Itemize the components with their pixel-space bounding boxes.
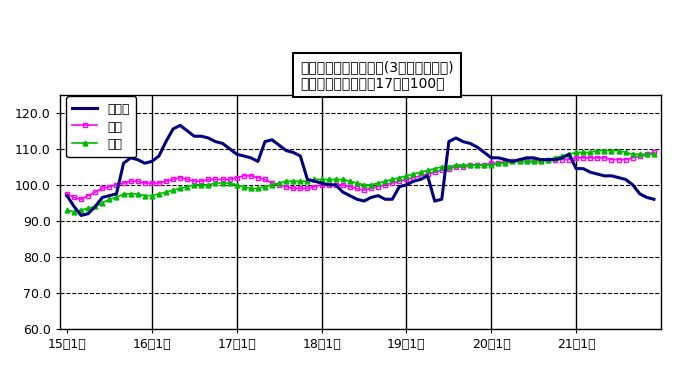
鳥取県 — [367, 195, 375, 199]
鳥取県 — [77, 213, 85, 218]
中国 — [105, 184, 114, 189]
鳥取県 — [551, 157, 559, 162]
全国 — [332, 177, 340, 182]
全国 — [70, 210, 78, 214]
全国 — [360, 183, 368, 187]
中国 — [63, 192, 71, 196]
中国 — [650, 150, 658, 154]
Legend: 鳥取県, 中国, 全国: 鳥取県, 中国, 全国 — [66, 96, 136, 157]
中国 — [77, 197, 85, 201]
全国 — [77, 208, 85, 212]
鳥取県 — [339, 190, 347, 194]
鳥取県 — [63, 194, 71, 198]
中国 — [516, 159, 524, 164]
鳥取県 — [523, 156, 531, 160]
中国 — [332, 183, 340, 187]
中国 — [70, 195, 78, 199]
鳥取県 — [650, 197, 658, 201]
全国 — [516, 159, 524, 164]
Line: 全国: 全国 — [64, 148, 656, 214]
Text: 鉱工業生産指数の推移(3ヶ月移動平均)
（季節調整済、平成17年＝100）: 鉱工業生産指数の推移(3ヶ月移動平均) （季節調整済、平成17年＝100） — [300, 60, 454, 90]
鳥取県 — [176, 123, 184, 128]
全国 — [105, 197, 114, 201]
中国 — [544, 157, 552, 162]
全国 — [63, 208, 71, 212]
全国 — [650, 152, 658, 156]
Line: 中国: 中国 — [64, 150, 656, 202]
鳥取県 — [70, 204, 78, 209]
全国 — [594, 148, 602, 153]
鳥取県 — [105, 194, 114, 198]
中国 — [360, 188, 368, 193]
全国 — [544, 157, 552, 162]
Line: 鳥取県: 鳥取県 — [67, 126, 654, 216]
